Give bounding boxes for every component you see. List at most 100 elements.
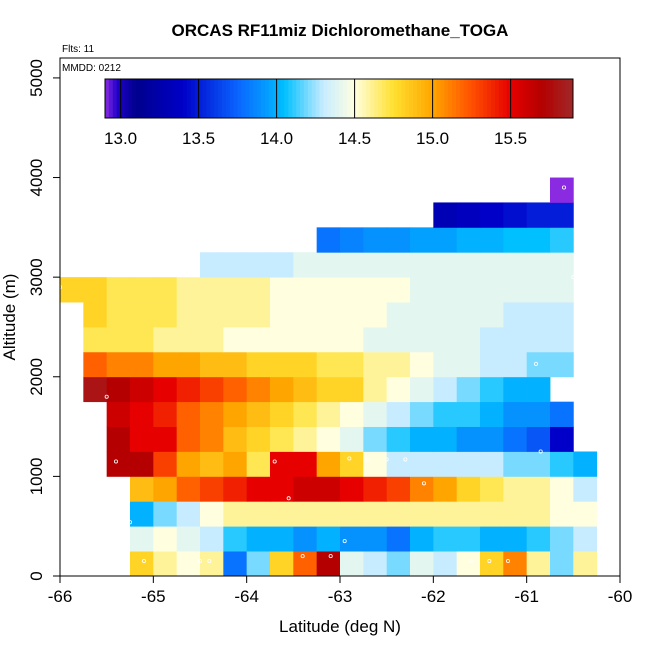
heatmap-cell — [550, 326, 574, 353]
heatmap-cell — [363, 401, 388, 427]
colorbar-frame — [104, 78, 574, 119]
heatmap-cell — [433, 277, 458, 303]
heatmap-cell — [433, 526, 458, 552]
heatmap-cell — [363, 227, 388, 253]
heatmap-cell — [83, 302, 108, 328]
heatmap-cell — [130, 501, 154, 527]
heatmap-cell — [246, 302, 271, 328]
heatmap-cell — [130, 476, 154, 502]
colorbar-tick-label: 14.5 — [338, 129, 371, 148]
colorbar-segment — [549, 79, 554, 118]
colorbar-segment — [569, 79, 574, 118]
heatmap-cell — [176, 376, 201, 403]
colorbar-segment — [183, 79, 188, 118]
heatmap-cell — [386, 426, 411, 452]
heatmap-cell — [480, 302, 504, 328]
heatmap-cell — [246, 351, 271, 378]
heatmap-cell — [153, 476, 178, 502]
heatmap-cell — [176, 451, 201, 477]
heatmap-cell — [363, 426, 388, 452]
heatmap-cell — [456, 227, 481, 253]
heatmap-cell — [550, 551, 574, 577]
heatmap-cell — [270, 451, 294, 477]
heatmap-cell — [433, 302, 458, 328]
heatmap-cell — [503, 401, 528, 427]
sample-point — [127, 520, 132, 525]
heatmap-cell — [480, 227, 504, 253]
heatmap-cell — [386, 526, 411, 552]
heatmap-cell — [270, 476, 294, 502]
heatmap-cell — [153, 426, 178, 452]
heatmap-cell — [480, 526, 504, 552]
heatmap-cell — [246, 451, 271, 477]
heatmap-cell — [550, 277, 574, 303]
heatmap-cell — [223, 401, 248, 427]
heatmap-cell — [386, 326, 411, 353]
heatmap-cell — [223, 351, 248, 378]
heatmap-cell — [410, 326, 434, 353]
heatmap-cell — [223, 426, 248, 452]
colorbar-segment — [393, 79, 398, 118]
heatmap-cell — [550, 476, 574, 502]
heatmap-cell — [456, 476, 481, 502]
heatmap-cell — [130, 551, 154, 577]
sample-point — [328, 554, 333, 559]
heatmap-cell — [223, 551, 248, 577]
colorbar-segment — [514, 79, 519, 118]
heatmap-cell — [480, 426, 504, 452]
colorbar-segment — [378, 79, 383, 118]
heatmap-cell — [153, 501, 178, 527]
heatmap-cell — [270, 277, 294, 303]
colorbar-segment — [132, 79, 137, 118]
colorbar-segment — [253, 79, 258, 118]
heatmap-cell — [293, 376, 318, 403]
colorbar-segment — [198, 79, 203, 118]
heatmap-cell — [246, 252, 271, 278]
heatmap-cell — [60, 277, 84, 303]
heatmap-cell — [270, 302, 294, 328]
heatmap-cell — [176, 476, 201, 502]
heatmap-cell — [526, 501, 551, 527]
heatmap-cell — [456, 277, 481, 303]
colorbar-segment — [561, 79, 566, 118]
colorbar-segment — [249, 79, 254, 118]
sample-point — [197, 559, 202, 564]
heatmap-cell — [410, 551, 434, 577]
chart-title: ORCAS RF11miz Dichloromethane_TOGA — [172, 21, 509, 40]
heatmap-cell — [386, 376, 411, 403]
colorbar-segment — [264, 79, 270, 118]
colorbar-segment — [358, 79, 363, 118]
heatmap-cell — [176, 526, 201, 552]
heatmap-cell — [106, 426, 131, 452]
heatmap-cell — [106, 302, 131, 328]
heatmap-cell — [340, 426, 364, 452]
heatmap-cell — [200, 551, 224, 577]
heatmap-cell — [153, 451, 178, 477]
heatmap-cell — [363, 252, 388, 278]
colorbar-segment — [405, 79, 410, 118]
heatmap-cell — [480, 252, 504, 278]
colorbar-tick-label: 13.0 — [104, 129, 137, 148]
colorbar-segment — [214, 79, 219, 118]
heatmap-cell — [270, 526, 294, 552]
heatmap-cell — [433, 376, 458, 403]
heatmap-cell — [550, 177, 574, 203]
heatmap-cell — [200, 526, 224, 552]
heatmap-cell — [456, 376, 481, 403]
heatmap-cell — [363, 302, 388, 328]
heatmap-cell — [456, 426, 481, 452]
colorbar-segment — [272, 79, 278, 118]
heatmap-cell — [130, 351, 154, 378]
colorbar-segment — [147, 79, 153, 118]
y-tick-label: 2000 — [27, 358, 46, 396]
heatmap-cell — [433, 501, 458, 527]
heatmap-cell — [410, 376, 434, 403]
colorbar-segment — [245, 79, 250, 118]
heatmap-cell — [386, 476, 411, 502]
colorbar-segment — [218, 79, 223, 118]
heatmap-cell — [410, 227, 434, 253]
heatmap-cell — [293, 302, 318, 328]
colorbar-segment — [163, 79, 168, 118]
heatmap-cell — [503, 277, 528, 303]
